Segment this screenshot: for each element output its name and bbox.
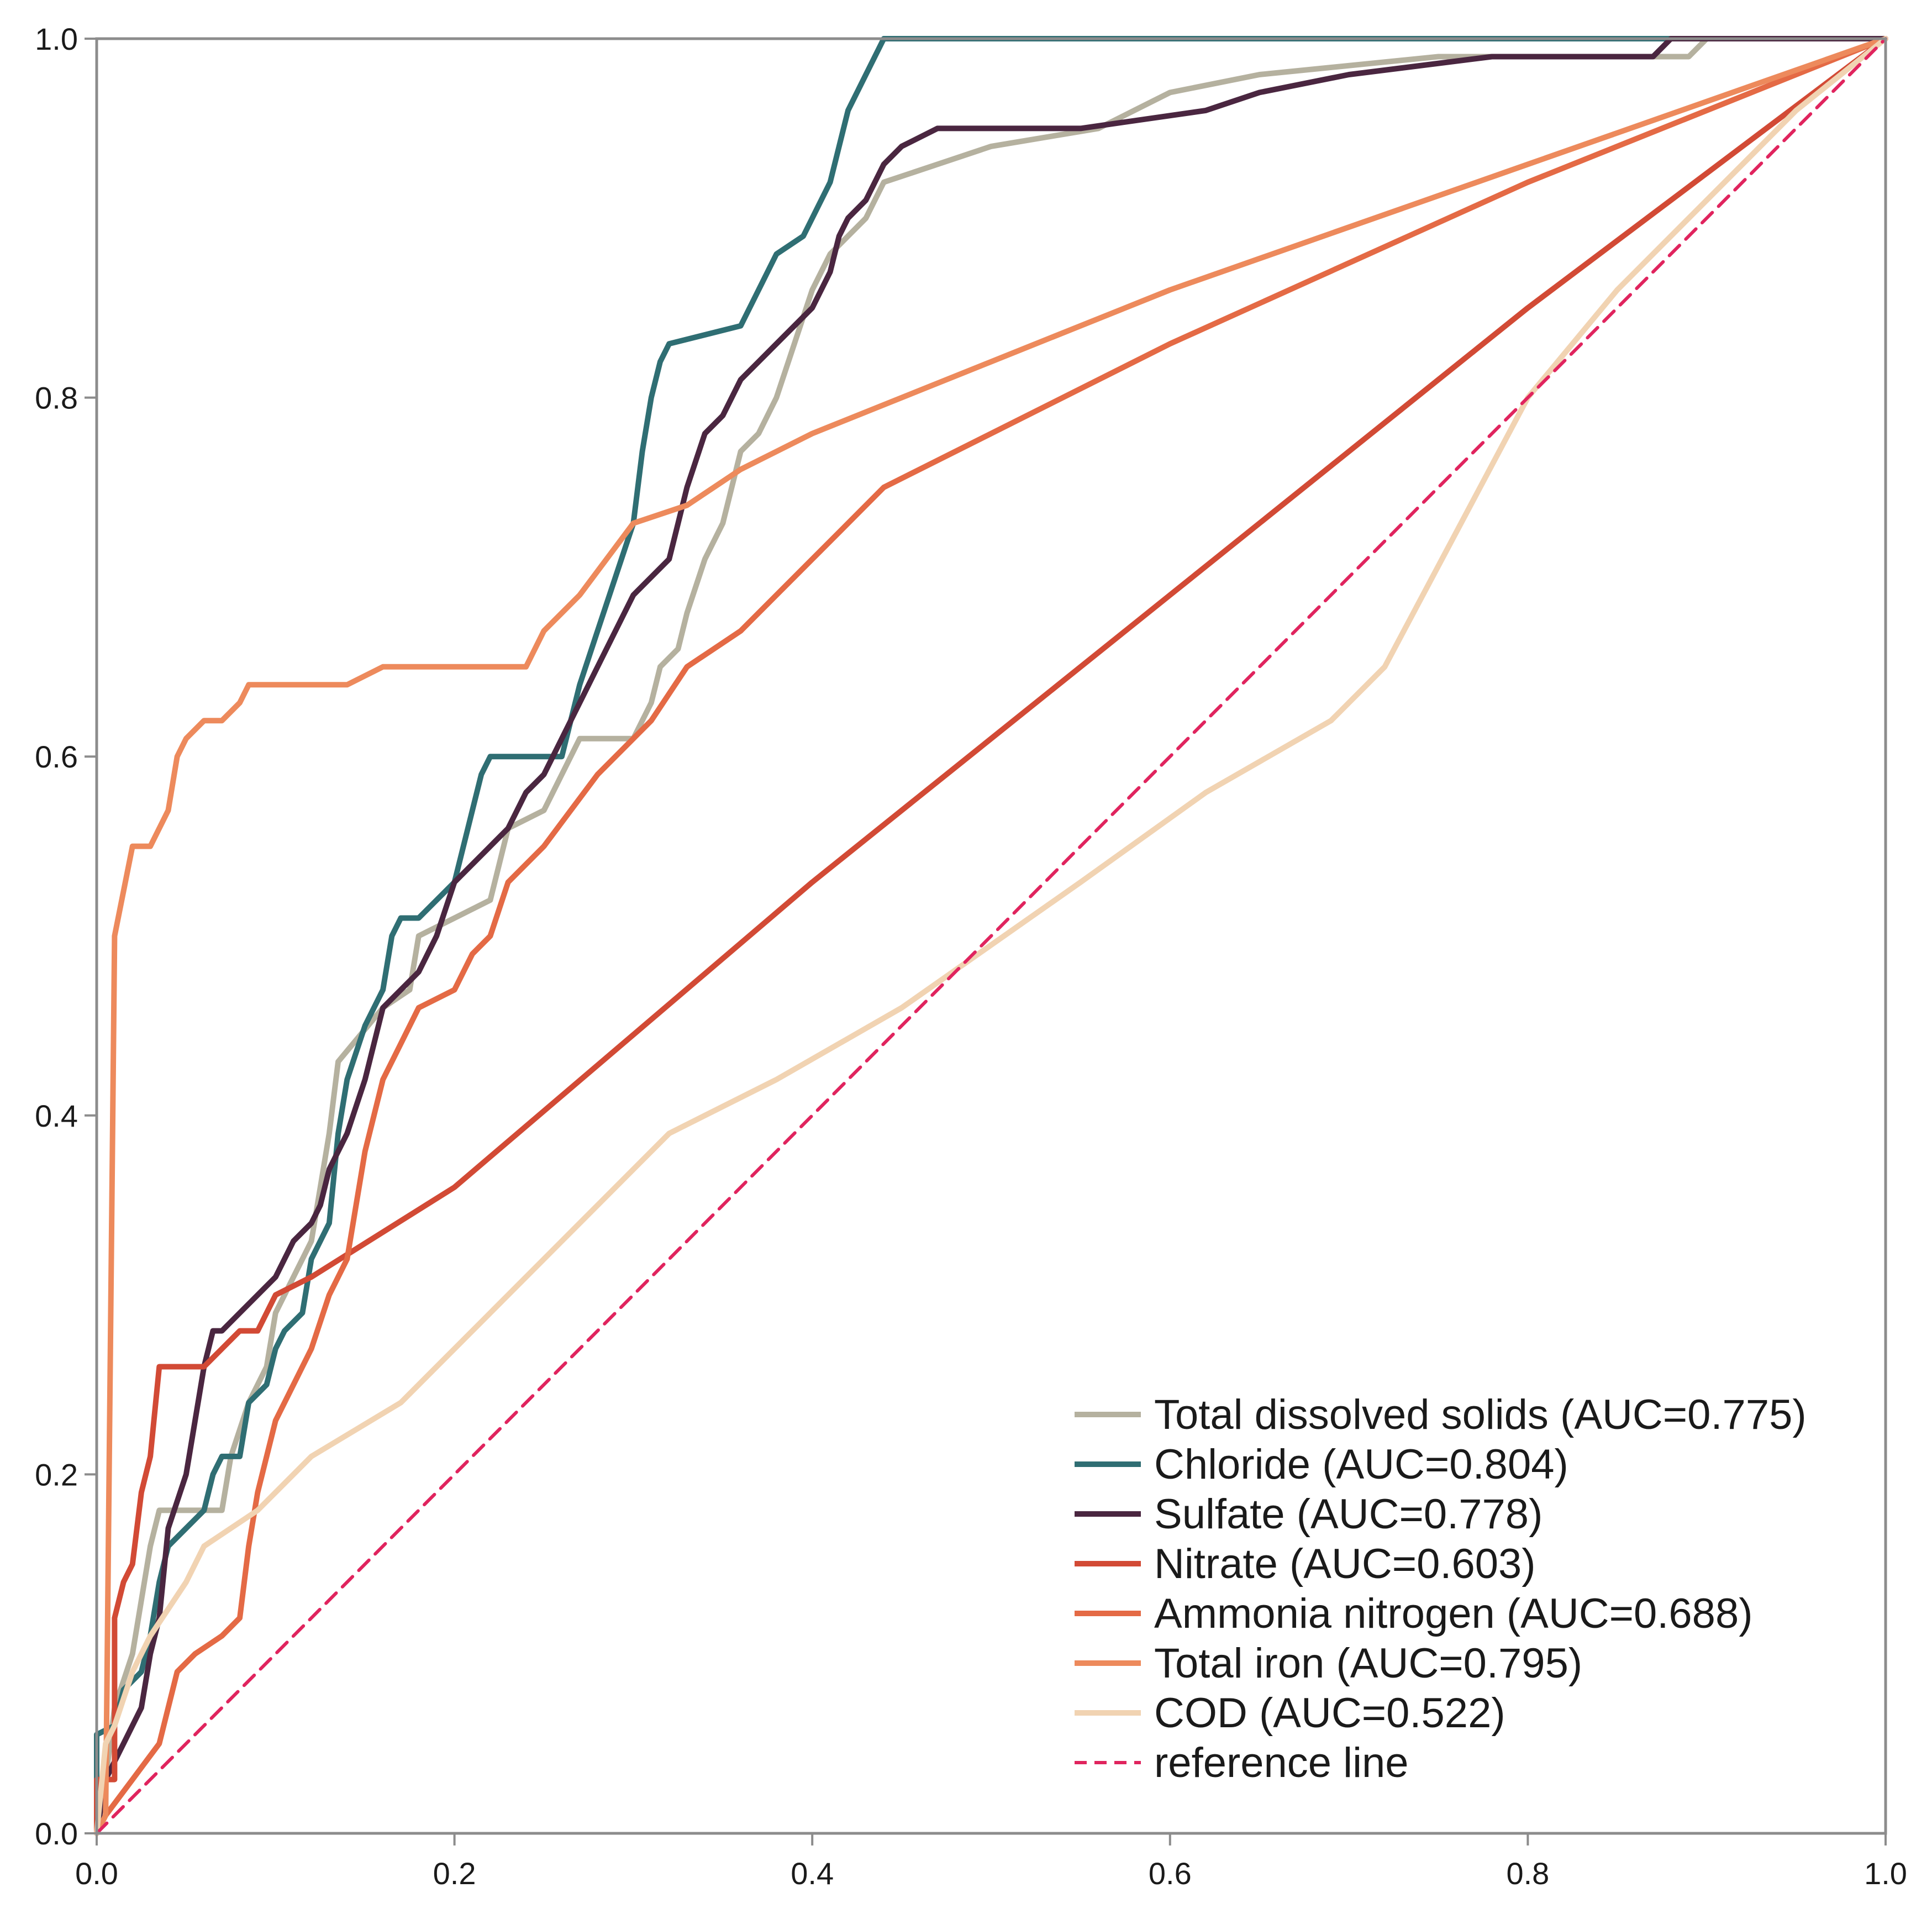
legend: Total dissolved solids (AUC=0.775)Chlori…	[1075, 1391, 1807, 1786]
y-tick-label: 0.0	[35, 1816, 78, 1851]
y-tick-label: 0.2	[35, 1457, 78, 1492]
series-layer	[94, 36, 1888, 1836]
series-line-sulfate	[94, 36, 1888, 1836]
x-tick-label: 0.4	[791, 1856, 834, 1891]
legend-label-reference-line: reference line	[1154, 1739, 1409, 1786]
series-line-reference-line	[95, 37, 1887, 1835]
x-tick-label: 0.8	[1506, 1856, 1549, 1891]
plot-frame	[95, 37, 1887, 1835]
axis-layer: 0.0 0.2 0.4 0.6 0.8 1.0 0.0 0.2 0.4 0.6 0.8 1.0	[35, 22, 1907, 1891]
y-tick-label: 0.8	[35, 381, 78, 416]
x-tick-label: 1.0	[1864, 1856, 1907, 1891]
series-line-ammonia-nitrogen	[94, 36, 1888, 1836]
series-line-nitrate	[94, 36, 1888, 1836]
legend-label-total-iron: Total iron (AUC=0.795)	[1154, 1640, 1582, 1687]
legend-label-ammonia-nitrogen: Ammonia nitrogen (AUC=0.688)	[1154, 1590, 1753, 1637]
legend-label-sulfate: Sulfate (AUC=0.778)	[1154, 1491, 1543, 1538]
y-tick-label: 0.4	[35, 1098, 78, 1133]
x-tick-label: 0.2	[433, 1856, 476, 1891]
x-tick-label: 0.6	[1149, 1856, 1192, 1891]
legend-label-cod: COD (AUC=0.522)	[1154, 1690, 1505, 1737]
x-tick-label: 0.0	[75, 1856, 118, 1891]
legend-label-chloride: Chloride (AUC=0.804)	[1154, 1441, 1568, 1488]
legend-label-total-dissolved-solids: Total dissolved solids (AUC=0.775)	[1154, 1391, 1807, 1438]
legend-label-nitrate: Nitrate (AUC=0.603)	[1154, 1540, 1536, 1587]
series-line-total-iron	[94, 36, 1888, 1836]
series-line-chloride	[94, 36, 1888, 1836]
y-tick-label: 1.0	[35, 22, 78, 56]
y-tick-label: 0.6	[35, 739, 78, 774]
series-line-cod	[94, 36, 1888, 1836]
